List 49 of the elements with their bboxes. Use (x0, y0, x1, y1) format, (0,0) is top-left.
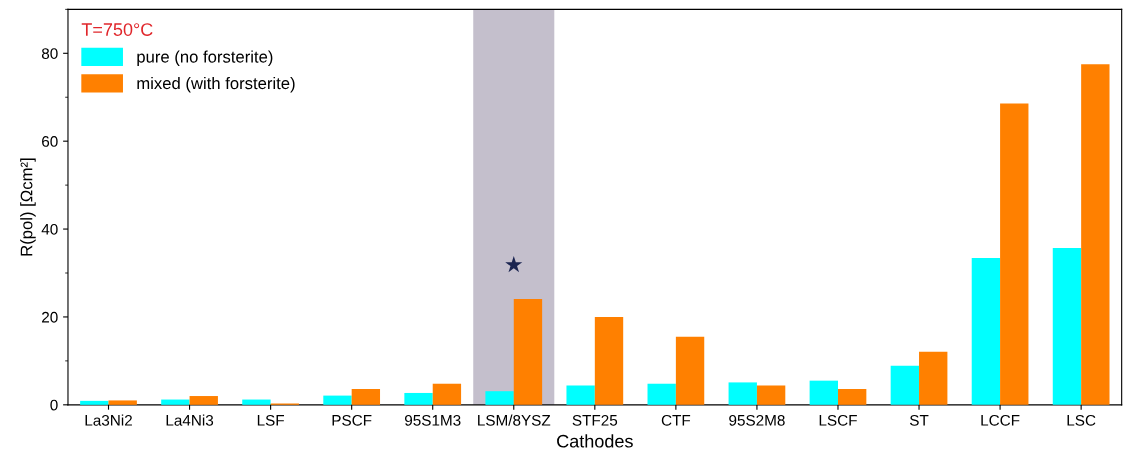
legend-label: mixed (with forsterite) (137, 76, 295, 93)
bar (404, 392, 433, 405)
bar (890, 365, 920, 405)
bar (189, 396, 218, 405)
bar (1000, 103, 1029, 405)
x-tick-label: LCCF (981, 414, 1020, 426)
bar (80, 400, 109, 405)
bar (647, 383, 676, 405)
bar (919, 351, 948, 405)
x-tick-label: 95S1M3 (404, 414, 461, 426)
x-axis-title: Cathodes (557, 434, 633, 448)
x-tick-label: La4Ni3 (166, 414, 214, 426)
bar (1052, 247, 1082, 405)
y-tick-label: 60 (42, 136, 58, 147)
y-tick-label: 20 (42, 311, 58, 323)
x-tick-label: LSF (257, 414, 285, 426)
y-tick-label: 40 (41, 223, 58, 235)
x-tick-label: STF25 (572, 414, 618, 426)
x-tick-label: LSM/8YSZ (478, 414, 551, 426)
bar (351, 389, 381, 405)
bar (971, 258, 1001, 405)
bar (756, 385, 786, 405)
bar (242, 399, 271, 405)
legend-label: pure (no forsterite) (137, 50, 273, 66)
x-tick-label: CTF (661, 414, 691, 426)
bar (594, 316, 624, 405)
x-tick-label: 95S2M8 (729, 414, 785, 426)
bar (728, 382, 757, 405)
bar (809, 380, 838, 405)
x-tick-label: LSCF (819, 414, 857, 426)
x-tick-label: LSC (1067, 414, 1096, 426)
bar (432, 383, 462, 405)
y-tick-label: 0 (50, 399, 58, 411)
bar (513, 298, 543, 405)
bar (108, 400, 137, 405)
y-axis-title: R(pol) [Ωcm²] (20, 158, 36, 256)
x-tick-label: PSCF (332, 414, 372, 426)
bar (485, 391, 514, 405)
bar (1081, 64, 1110, 405)
bar (675, 336, 705, 405)
x-tick-label: La3Ni2 (85, 414, 132, 426)
annotation: ★ (505, 256, 523, 273)
legend-title: T=750°C (81, 23, 153, 36)
bar (837, 389, 867, 405)
bar (161, 399, 190, 405)
y-tick-label: 80 (41, 48, 58, 59)
bar (323, 395, 352, 405)
bar (566, 385, 595, 405)
x-tick-label: ST (909, 414, 929, 426)
